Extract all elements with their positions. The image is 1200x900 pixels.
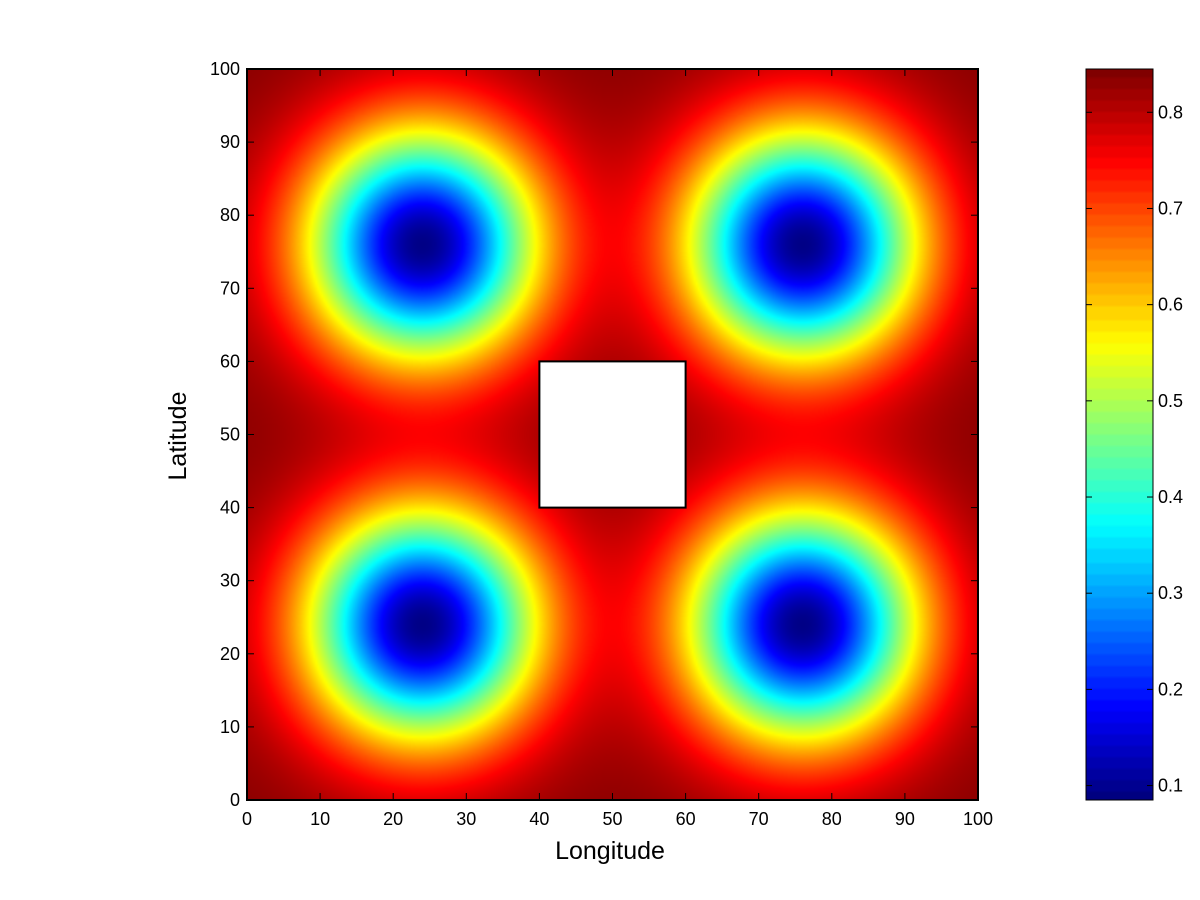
y-tick-label: 100 <box>210 59 240 79</box>
x-tick-label: 50 <box>602 809 622 829</box>
colorbar-tick-label: 0.5 <box>1158 391 1183 411</box>
x-tick-label: 80 <box>822 809 842 829</box>
x-axis: 0 10 20 30 40 50 60 70 80 90 100 <box>242 69 993 829</box>
x-tick-label: 70 <box>749 809 769 829</box>
y-axis: 0 10 20 30 40 50 60 70 80 90 100 <box>210 59 978 810</box>
colorbar-frame <box>1085 68 1154 801</box>
colorbar-tick-label: 0.1 <box>1158 776 1183 796</box>
y-tick-label: 90 <box>220 132 240 152</box>
x-tick-label: 30 <box>456 809 476 829</box>
colorbar-gradient <box>1086 69 1153 800</box>
y-tick-label: 70 <box>220 278 240 298</box>
colorbar-tick-label: 0.3 <box>1158 583 1183 603</box>
x-tick-label: 60 <box>676 809 696 829</box>
x-tick-label: 20 <box>383 809 403 829</box>
y-tick-label: 0 <box>230 790 240 810</box>
y-axis-label: Latitude <box>164 392 192 481</box>
colorbar-tick-label: 0.7 <box>1158 198 1183 218</box>
x-tick-label: 10 <box>310 809 330 829</box>
colorbar-tick-label: 0.6 <box>1158 295 1183 315</box>
x-tick-label: 100 <box>963 809 993 829</box>
y-tick-label: 30 <box>220 571 240 591</box>
y-tick-label: 50 <box>220 425 240 445</box>
colorbar-tick-label: 0.2 <box>1158 679 1183 699</box>
y-tick-label: 80 <box>220 205 240 225</box>
x-tick-label: 40 <box>529 809 549 829</box>
y-tick-label: 40 <box>220 498 240 518</box>
colorbar-tick-label: 0.8 <box>1158 102 1183 122</box>
x-tick-label: 0 <box>242 809 252 829</box>
y-tick-label: 60 <box>220 351 240 371</box>
colorbar-axis: 0.1 0.2 0.3 0.4 0.5 0.6 0.7 0.8 <box>1086 102 1183 796</box>
colorbar-tick-label: 0.4 <box>1158 487 1183 507</box>
x-axis-label: Longitude <box>555 837 665 865</box>
y-tick-label: 20 <box>220 644 240 664</box>
x-tick-label: 90 <box>895 809 915 829</box>
masked-region <box>538 360 687 509</box>
y-tick-label: 10 <box>220 717 240 737</box>
